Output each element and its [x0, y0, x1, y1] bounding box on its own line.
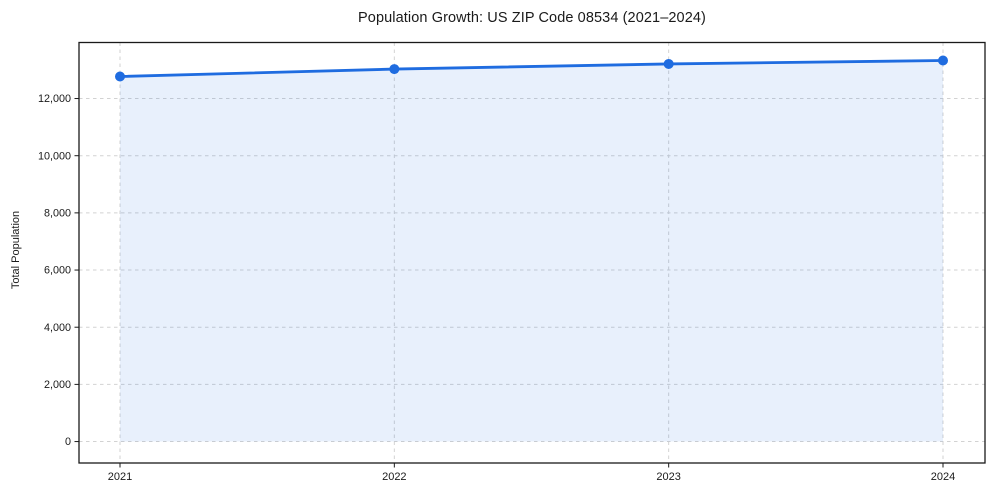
plot-border — [78, 41, 986, 464]
data-point-2024 — [938, 55, 948, 66]
chart-title: Population Growth: US ZIP Code 08534 (20… — [358, 10, 706, 26]
data-point-2022 — [389, 64, 400, 75]
x-tick-label: 2023 — [656, 471, 680, 483]
area-fill — [120, 60, 943, 442]
x-tick-label: 2024 — [931, 471, 955, 483]
y-tick-label: 4,000 — [44, 322, 71, 334]
data-point-2023 — [663, 58, 674, 69]
x-tick-label: 2022 — [382, 471, 406, 483]
y-tick-label: 8,000 — [44, 208, 71, 220]
y-tick-label: 2,000 — [44, 379, 71, 391]
y-axis-label: Total Population — [10, 211, 22, 289]
x-tick-label: 2021 — [108, 471, 132, 483]
data-point-2021 — [115, 71, 125, 82]
y-tick-label: 6,000 — [44, 265, 71, 277]
y-tick-label: 12,000 — [38, 93, 71, 105]
y-tick-label: 10,000 — [38, 150, 71, 162]
y-tick-label: 0 — [65, 436, 71, 448]
population-line — [118, 59, 945, 78]
